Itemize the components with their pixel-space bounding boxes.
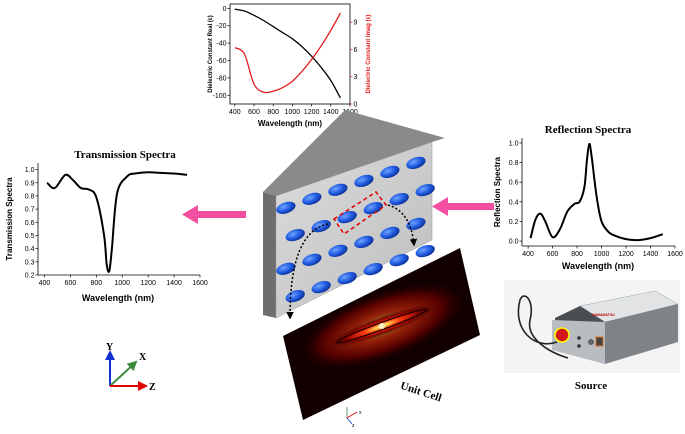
dielectric-yleft-ticks: 0 -20 -40 -60 -80 -100 (212, 6, 230, 100)
laser-source: HAMAMATSU Source (504, 280, 680, 392)
output-port (596, 337, 603, 346)
dielectric-x-tick-label: 400 (229, 109, 241, 116)
unit-cell-axis-indicator: x z (347, 407, 362, 429)
transmission-x-tick-label: 600 (65, 280, 77, 287)
reflection-x-tick-label: 1200 (618, 251, 634, 258)
small-axis-x: x (359, 410, 362, 416)
dielectric-x-tick-label: 600 (248, 109, 260, 116)
dielectric-yleft-tick-label: -60 (216, 58, 226, 65)
reflection-x-tick-label: 400 (522, 251, 534, 258)
transmission-y-tick-label: 0.5 (25, 233, 35, 240)
emergency-stop-button (555, 328, 569, 342)
dielectric-xlabel: Wavelength (nm) (258, 119, 322, 128)
reflection-y-tick-label: 0.0 (509, 239, 519, 246)
unit-cell-label: Unit Cell (399, 380, 443, 405)
transmission-x-tick-label: 1200 (140, 280, 156, 287)
indicator-led-1 (577, 336, 581, 340)
transmission-chart: Transmission Spectra 400 600 800 1000 1200 14… (5, 149, 208, 303)
dielectric-x-tick-label: 1000 (285, 109, 301, 116)
transmission-title: Transmission Spectra (74, 149, 176, 161)
dielectric-yright-ticks: 0 3 6 9 (350, 20, 358, 109)
dielectric-plot-frame (230, 4, 350, 104)
transmission-line (47, 172, 187, 272)
transmitted-arrow (182, 205, 246, 224)
dielectric-yright-tick-label: 0 (354, 102, 358, 109)
transmission-y-ticks: 1.0 0.9 0.8 0.7 0.6 0.5 0.4 0.3 0.2 (25, 167, 38, 279)
reflection-x-tick-label: 800 (571, 251, 583, 258)
transmission-x-tick-label: 1000 (114, 280, 130, 287)
dielectric-yleft-tick-label: -20 (216, 23, 226, 30)
reflection-title: Reflection Spectra (545, 124, 632, 136)
dielectric-ylabel-right: Dielectric Constant Imag (ε) (366, 15, 372, 94)
reflection-y-tick-label: 0.6 (509, 180, 519, 187)
reflection-y-tick-label: 0.8 (509, 160, 519, 167)
dielectric-yleft-tick-label: -80 (216, 75, 226, 82)
transmission-x-tick-label: 400 (39, 280, 51, 287)
small-axis-z: z (352, 423, 355, 429)
reflection-line (531, 144, 663, 240)
transmission-x-tick-label: 800 (90, 280, 102, 287)
transmission-x-tick-label: 1400 (166, 280, 182, 287)
reflection-xlabel: Wavelength (nm) (562, 261, 634, 271)
imag-permittivity-line (235, 13, 341, 93)
transmission-y-tick-label: 0.4 (25, 246, 35, 253)
reflection-ylabel: Reflection Spectra (493, 156, 502, 227)
transmission-y-tick-label: 0.6 (25, 220, 35, 227)
dielectric-yleft-tick-label: -40 (216, 41, 226, 48)
reflection-y-tick-label: 0.4 (509, 199, 519, 206)
transmission-ylabel: Transmission Spectra (5, 177, 14, 261)
y-axis-label: Y (106, 342, 114, 353)
transmission-y-tick-label: 0.7 (25, 207, 35, 214)
incident-arrow (432, 197, 494, 216)
coordinate-axes: Y X Z (106, 342, 156, 393)
transmission-y-tick-label: 0.2 (25, 273, 35, 280)
reflection-y-tick-label: 0.2 (509, 219, 519, 226)
z-axis-label: Z (149, 382, 156, 393)
transmission-y-tick-label: 0.9 (25, 180, 35, 187)
dielectric-x-tick-label: 800 (267, 109, 279, 116)
transmission-xlabel: Wavelength (nm) (82, 293, 154, 303)
transmission-y-tick-label: 0.3 (25, 259, 35, 266)
reflection-x-tick-label: 1000 (594, 251, 610, 258)
dielectric-x-tick-label: 1200 (304, 109, 320, 116)
x-axis-label: X (139, 352, 147, 363)
transmission-x-tick-label: 1600 (192, 280, 208, 287)
reflection-x-tick-label: 1400 (643, 251, 659, 258)
device-brand: HAMAMATSU (592, 313, 615, 317)
slab-side-face (263, 192, 276, 318)
reflection-chart: Reflection Spectra 400 600 800 1000 1200 1400… (493, 124, 683, 271)
reflection-y-tick-label: 1.0 (509, 140, 519, 147)
dielectric-yleft-tick-label: 0 (223, 6, 227, 13)
dielectric-x-tick-label: 1400 (323, 109, 339, 116)
dielectric-yright-tick-label: 9 (354, 20, 358, 27)
dielectric-yleft-tick-label: -100 (212, 93, 226, 100)
dielectric-ylabel-left: Dielectric Constant Real (ε) (208, 15, 214, 93)
transmission-y-tick-label: 0.8 (25, 193, 35, 200)
dielectric-yright-tick-label: 6 (354, 47, 358, 54)
reflection-y-ticks: 1.0 0.8 0.6 0.4 0.2 0.0 (509, 140, 522, 245)
transmission-x-ticks: 400 600 800 1000 1200 1400 1600 (39, 275, 208, 287)
dielectric-yright-tick-label: 3 (354, 74, 358, 81)
source-label: Source (575, 380, 607, 392)
transmission-y-tick-label: 1.0 (25, 167, 35, 174)
reflection-x-ticks: 400 600 800 1000 1200 1400 1600 (522, 246, 683, 258)
reflection-x-tick-label: 600 (547, 251, 559, 258)
reflection-x-tick-label: 1600 (667, 251, 683, 258)
indicator-led-2 (577, 344, 581, 348)
x-axis-arrow (110, 362, 136, 386)
key-switch (589, 340, 594, 345)
